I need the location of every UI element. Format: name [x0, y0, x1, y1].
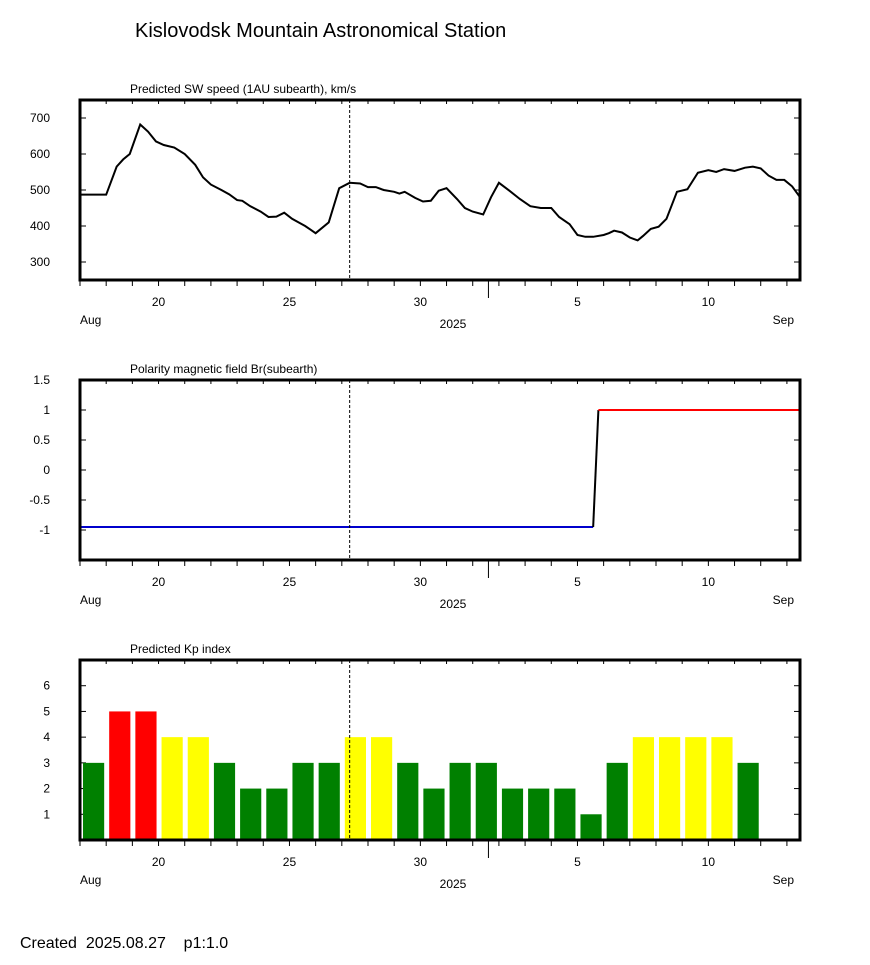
kp-bar	[161, 737, 183, 840]
polarity-month-left: Aug	[80, 593, 101, 607]
created-date: 2025.08.27	[85, 935, 166, 952]
polarity-ytick-label: 0.5	[33, 433, 50, 447]
kp-index-xtick-label: 10	[702, 855, 716, 869]
sw-speed-ytick-label: 500	[30, 183, 50, 197]
kp-bar	[449, 762, 471, 840]
kp-bar	[240, 788, 262, 840]
kp-index-xtick-label: 25	[283, 855, 297, 869]
polarity-ytick-label: 0	[43, 463, 50, 477]
sw-speed-ytick-label: 400	[30, 219, 50, 233]
kp-index-ytick-label: 6	[43, 679, 50, 693]
polarity-ytick-label: -1	[39, 523, 50, 537]
polarity-xtick-label: 25	[283, 575, 297, 589]
kp-index-year: 2025	[440, 877, 467, 891]
kp-bar	[187, 737, 209, 840]
sw-speed-xtick-label: 30	[414, 295, 428, 309]
kp-bar	[711, 737, 733, 840]
kp-index-frame	[78, 658, 802, 842]
sw-speed-line	[80, 122, 801, 242]
kp-bar	[109, 711, 131, 840]
kp-bar	[397, 762, 419, 840]
kp-index-month-right: Sep	[773, 873, 795, 887]
kp-bar	[83, 762, 105, 840]
sw-speed-ytick-label: 300	[30, 255, 50, 269]
kp-bar	[266, 788, 288, 840]
sw-speed-frame	[78, 98, 802, 282]
kp-bar	[685, 737, 707, 840]
kp-index-ytick-label: 5	[43, 704, 50, 718]
polarity-transition-line	[592, 409, 600, 528]
polarity-ytick-label: 1	[43, 403, 50, 417]
kp-bar	[371, 737, 393, 840]
kp-bar	[737, 762, 759, 840]
polarity-ytick-label: -0.5	[29, 493, 50, 507]
sw-speed-title: Predicted SW speed (1AU subearth), km/s	[130, 82, 356, 96]
polarity-title: Polarity magnetic field Br(subearth)	[130, 362, 317, 376]
kp-bar	[344, 737, 366, 840]
kp-bar	[213, 762, 236, 840]
polarity-xtick-label: 5	[574, 575, 581, 589]
sw-speed-year: 2025	[440, 317, 467, 331]
kp-bar	[659, 737, 681, 840]
kp-index-ytick-label: 1	[43, 807, 50, 821]
sw-speed-month-left: Aug	[80, 313, 101, 327]
sw-speed-xtick-label: 25	[283, 295, 297, 309]
sw-speed-ytick-label: 600	[30, 147, 50, 161]
kp-bar	[292, 762, 314, 840]
sw-speed-xtick-label: 10	[702, 295, 716, 309]
kp-bar	[423, 788, 445, 840]
kp-bar	[554, 788, 576, 840]
kp-bar	[501, 788, 524, 840]
kp-index-ytick-label: 2	[43, 782, 50, 796]
polarity-xtick-label: 10	[702, 575, 716, 589]
kp-bar	[606, 762, 628, 840]
kp-bar	[475, 762, 497, 840]
kp-index-month-left: Aug	[80, 873, 101, 887]
kp-index-xtick-label: 20	[152, 855, 166, 869]
sw-speed-ytick-label: 700	[30, 111, 50, 125]
created-label: Created	[20, 935, 77, 952]
sw-speed-xtick-label: 5	[574, 295, 581, 309]
footer: Created 2025.08.27 p1:1.0	[20, 935, 228, 953]
kp-bar	[528, 788, 550, 840]
sw-speed-month-right: Sep	[773, 313, 795, 327]
kp-index-title: Predicted Kp index	[130, 642, 231, 656]
page-code: p1:1.0	[183, 935, 229, 952]
kp-index-ytick-label: 4	[43, 730, 50, 744]
polarity-xtick-label: 30	[414, 575, 428, 589]
kp-bar	[135, 711, 157, 840]
page-title: Kislovodsk Mountain Astronomical Station	[135, 20, 507, 42]
sw-speed-xtick-label: 20	[152, 295, 166, 309]
polarity-xtick-label: 20	[152, 575, 166, 589]
polarity-frame	[78, 378, 802, 562]
polarity-month-right: Sep	[773, 593, 795, 607]
polarity-ytick-label: 1.5	[33, 373, 50, 387]
kp-bar	[318, 762, 340, 840]
polarity-year: 2025	[440, 597, 467, 611]
kp-index-ytick-label: 3	[43, 756, 50, 770]
kp-index-xtick-label: 30	[414, 855, 428, 869]
kp-bar	[632, 737, 654, 840]
kp-bar	[580, 814, 602, 840]
kp-index-xtick-label: 5	[574, 855, 581, 869]
